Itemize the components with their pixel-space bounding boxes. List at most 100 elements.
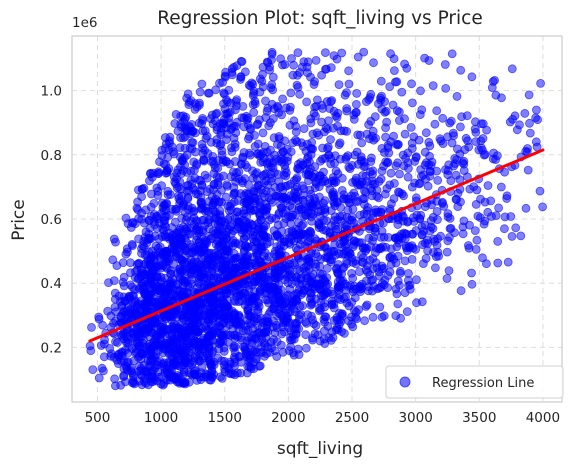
x-tick-label: 2000 xyxy=(271,410,305,426)
data-point xyxy=(208,328,218,338)
data-point xyxy=(182,223,192,233)
data-point xyxy=(162,166,172,176)
data-point xyxy=(161,338,171,348)
data-point xyxy=(478,253,487,263)
data-point xyxy=(491,155,501,165)
data-point xyxy=(433,175,443,185)
data-point xyxy=(301,343,311,353)
data-point xyxy=(293,48,303,57)
data-point xyxy=(399,191,409,201)
data-point xyxy=(210,116,220,126)
data-point xyxy=(129,291,139,301)
data-point xyxy=(425,141,435,151)
data-point xyxy=(344,79,354,89)
data-point xyxy=(126,366,136,376)
data-point xyxy=(349,218,359,228)
data-point xyxy=(317,70,327,80)
data-point xyxy=(188,126,198,136)
data-point xyxy=(406,123,416,132)
data-point xyxy=(351,100,361,109)
data-point xyxy=(263,275,273,285)
data-point xyxy=(183,201,193,211)
data-point xyxy=(184,377,194,387)
data-point xyxy=(245,353,255,363)
data-point xyxy=(326,63,336,72)
data-point xyxy=(215,78,224,88)
data-point xyxy=(287,299,297,309)
data-point xyxy=(236,368,246,378)
data-point xyxy=(327,287,336,296)
data-point xyxy=(301,146,311,156)
data-point xyxy=(119,272,129,282)
data-point xyxy=(339,126,349,136)
data-point xyxy=(515,120,524,130)
data-point xyxy=(411,275,421,285)
data-point xyxy=(323,142,333,152)
data-point xyxy=(158,380,168,390)
data-point xyxy=(146,275,156,284)
data-point xyxy=(376,76,386,86)
data-point xyxy=(160,216,170,225)
data-point xyxy=(393,251,403,261)
data-point xyxy=(145,361,155,371)
data-point xyxy=(182,186,192,196)
data-point xyxy=(276,285,286,295)
data-point xyxy=(472,185,482,195)
data-point xyxy=(479,150,489,160)
data-point xyxy=(398,150,408,160)
data-point xyxy=(258,128,268,138)
data-point xyxy=(221,192,231,202)
data-point xyxy=(430,119,440,129)
data-point xyxy=(144,215,154,225)
data-point xyxy=(250,169,260,179)
data-point xyxy=(313,252,323,262)
data-point xyxy=(187,138,197,147)
data-point xyxy=(212,108,222,118)
data-point xyxy=(508,114,517,124)
data-point xyxy=(274,177,284,187)
data-point xyxy=(222,267,232,277)
data-point xyxy=(165,190,175,200)
data-point xyxy=(348,242,358,252)
data-point xyxy=(198,116,208,125)
data-point xyxy=(411,244,421,254)
data-point xyxy=(222,135,231,145)
data-point xyxy=(403,216,413,226)
data-point xyxy=(462,111,472,121)
data-point xyxy=(363,286,373,296)
data-point xyxy=(315,171,325,181)
data-point xyxy=(274,132,284,141)
data-point xyxy=(431,252,441,262)
data-point xyxy=(238,102,248,111)
data-point xyxy=(294,310,304,320)
data-point xyxy=(227,70,237,80)
x-tick-label: 2500 xyxy=(335,410,369,426)
data-point xyxy=(442,274,452,283)
data-point xyxy=(325,185,335,194)
data-point xyxy=(175,233,185,242)
data-point xyxy=(326,135,335,144)
data-point xyxy=(340,90,350,100)
data-point xyxy=(314,219,324,229)
data-point xyxy=(386,137,396,147)
data-point xyxy=(302,97,312,107)
data-point xyxy=(472,235,482,245)
data-point xyxy=(324,116,333,126)
legend: Regression Line xyxy=(385,365,564,399)
data-point xyxy=(286,218,296,228)
data-point xyxy=(171,350,181,360)
data-point xyxy=(424,56,434,65)
data-point xyxy=(123,310,133,319)
data-point xyxy=(291,127,301,137)
data-point xyxy=(337,48,347,58)
data-point xyxy=(137,192,147,202)
data-point xyxy=(337,211,347,221)
data-point xyxy=(187,265,197,275)
data-point xyxy=(258,147,268,157)
data-point xyxy=(182,93,192,103)
data-point xyxy=(298,160,308,170)
data-point xyxy=(380,97,390,106)
data-point xyxy=(263,327,273,337)
data-point xyxy=(507,231,517,241)
data-point xyxy=(307,311,316,321)
